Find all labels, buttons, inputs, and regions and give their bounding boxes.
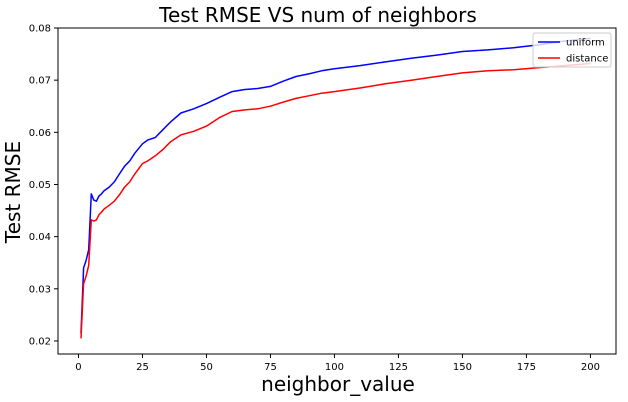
legend-label-distance: distance [566,54,608,65]
x-axis-label: neighbor_value [261,372,415,396]
x-tick-label: 100 [325,362,344,373]
x-tick-label: 50 [200,362,213,373]
y-tick-label: 0.06 [29,128,51,139]
x-tick-label: 125 [389,362,408,373]
x-tick-label: 150 [453,362,472,373]
y-tick-label: 0.03 [29,284,51,295]
x-tick-label: 75 [264,362,277,373]
legend-label-uniform: uniform [566,38,605,49]
x-tick-label: 175 [517,362,536,373]
plot-area [57,27,617,355]
x-axis-ticks: 0 25 50 75 100 125 150 175 200 [75,354,600,373]
series-line-distance [80,62,591,339]
y-tick-label: 0.02 [29,336,51,347]
y-tick-label: 0.04 [29,232,51,243]
x-tick-label: 25 [136,362,149,373]
series-lines [80,37,591,339]
y-axis-ticks: 0.02 0.03 0.04 0.05 0.06 0.07 0.08 [29,24,58,347]
legend: uniform distance [532,32,612,68]
y-tick-label: 0.05 [29,180,51,191]
y-tick-label: 0.08 [29,24,51,35]
y-tick-label: 0.07 [29,76,51,87]
series-line-uniform [80,37,591,334]
x-tick-label: 0 [75,362,81,373]
y-axis-label: Test RMSE [1,141,25,244]
chart-title: Test RMSE VS num of neighbors [158,3,477,27]
x-tick-label: 200 [581,362,600,373]
